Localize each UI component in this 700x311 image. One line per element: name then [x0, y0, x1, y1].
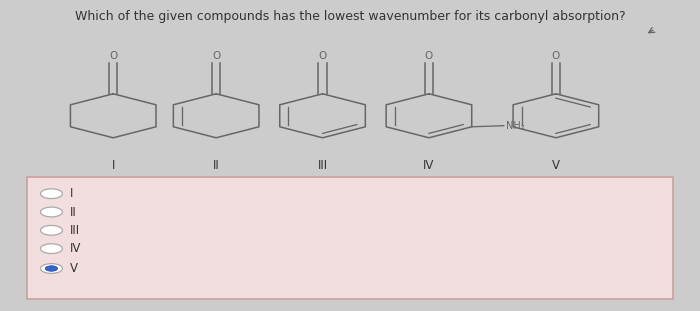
Text: II: II: [70, 206, 77, 219]
Circle shape: [46, 266, 57, 271]
Text: O: O: [318, 51, 327, 61]
Text: O: O: [552, 51, 560, 61]
Text: I: I: [70, 187, 74, 200]
Text: NH₂: NH₂: [506, 121, 524, 131]
Text: I: I: [111, 159, 115, 172]
Text: II: II: [213, 159, 220, 172]
Circle shape: [41, 189, 62, 198]
FancyBboxPatch shape: [27, 177, 673, 299]
Text: III: III: [318, 159, 328, 172]
Text: IV: IV: [424, 159, 435, 172]
Text: Which of the given compounds has the lowest wavenumber for its carbonyl absorpti: Which of the given compounds has the low…: [75, 10, 625, 23]
Circle shape: [41, 207, 62, 217]
Circle shape: [41, 264, 62, 273]
Text: O: O: [109, 51, 118, 61]
Text: IV: IV: [70, 242, 81, 255]
Text: III: III: [70, 224, 80, 237]
Text: O: O: [425, 51, 433, 61]
Circle shape: [41, 225, 62, 235]
Text: O: O: [212, 51, 220, 61]
Text: V: V: [70, 262, 78, 275]
Circle shape: [41, 244, 62, 253]
Text: V: V: [552, 159, 560, 172]
